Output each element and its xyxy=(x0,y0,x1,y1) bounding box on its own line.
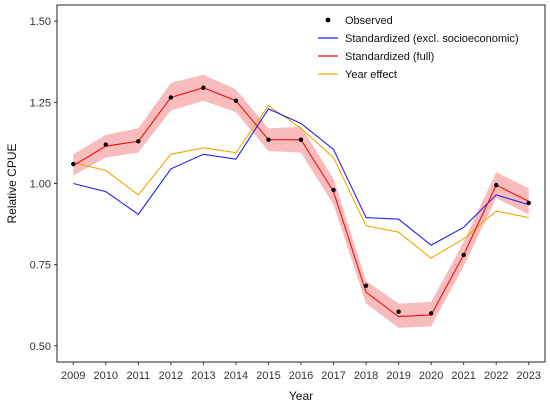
x-tick-label: 2021 xyxy=(451,370,475,382)
observed-point-2017 xyxy=(331,187,336,193)
observed-point-2015 xyxy=(266,137,271,142)
confidence-ribbon xyxy=(73,74,529,328)
series-line-standardized-full xyxy=(72,87,529,318)
legend-label-observed: Observed xyxy=(345,15,393,27)
x-tick-label: 2009 xyxy=(61,370,85,382)
legend-label-standardized-excl-socioeconomic: Standardized (excl. socioeconomic) xyxy=(345,33,519,45)
plot-area xyxy=(71,74,531,328)
x-tick-label: 2019 xyxy=(386,370,410,382)
legend-swatch-observed xyxy=(325,17,331,23)
observed-point-2012 xyxy=(168,95,174,100)
y-tick-label: 1.50 xyxy=(30,16,51,28)
observed-point-2011 xyxy=(136,139,141,144)
observed-point-2022 xyxy=(494,182,499,188)
x-tick-label: 2015 xyxy=(256,370,280,382)
observed-point-2020 xyxy=(428,311,434,316)
x-tick-label: 2020 xyxy=(419,370,443,382)
plot-border xyxy=(56,4,546,363)
x-tick-label: 2011 xyxy=(127,370,151,382)
x-tick-label: 2012 xyxy=(159,370,183,382)
observed-point-2018 xyxy=(363,283,369,288)
x-tick-label: 2022 xyxy=(484,370,508,382)
observed-point-2023 xyxy=(526,200,531,206)
x-tick-label: 2016 xyxy=(289,370,313,382)
x-tick-label: 2010 xyxy=(94,370,118,382)
x-tick-label: 2017 xyxy=(321,370,345,382)
observed-point-2014 xyxy=(233,98,239,103)
series-line-year-effect xyxy=(73,104,529,259)
observed-point-2009 xyxy=(71,161,76,167)
legend: Observed Standardized (excl. socioeconomi… xyxy=(318,15,519,81)
x-tick-label: 2023 xyxy=(516,370,540,382)
y-tick-label: 1.00 xyxy=(30,179,51,191)
observed-point-2010 xyxy=(103,142,109,147)
y-axis-title: Relative CPUE xyxy=(5,143,19,223)
series-line-standardized-excl-socioeconomic xyxy=(73,108,529,246)
y-tick-label: 1.25 xyxy=(30,97,51,109)
observed-point-2019 xyxy=(396,309,401,314)
observed-point-2013 xyxy=(201,85,206,90)
y-tick-label: 0.75 xyxy=(30,260,51,272)
x-tick-label: 2013 xyxy=(191,370,215,382)
y-tick-label: 0.50 xyxy=(30,341,51,353)
x-axis-title: Year xyxy=(289,389,313,403)
legend-label-standardized-full: Standardized (full) xyxy=(345,51,434,63)
observed-point-2016 xyxy=(298,137,304,142)
x-tick-label: 2018 xyxy=(354,370,378,382)
x-tick-label: 2014 xyxy=(224,370,248,382)
observed-point-2021 xyxy=(461,252,466,258)
legend-label-year-effect: Year effect xyxy=(345,69,397,81)
axes-layer: 0.50 0.75 1.00 1.25 1.50 2009 2010 2011 2012 2013… xyxy=(30,4,546,382)
